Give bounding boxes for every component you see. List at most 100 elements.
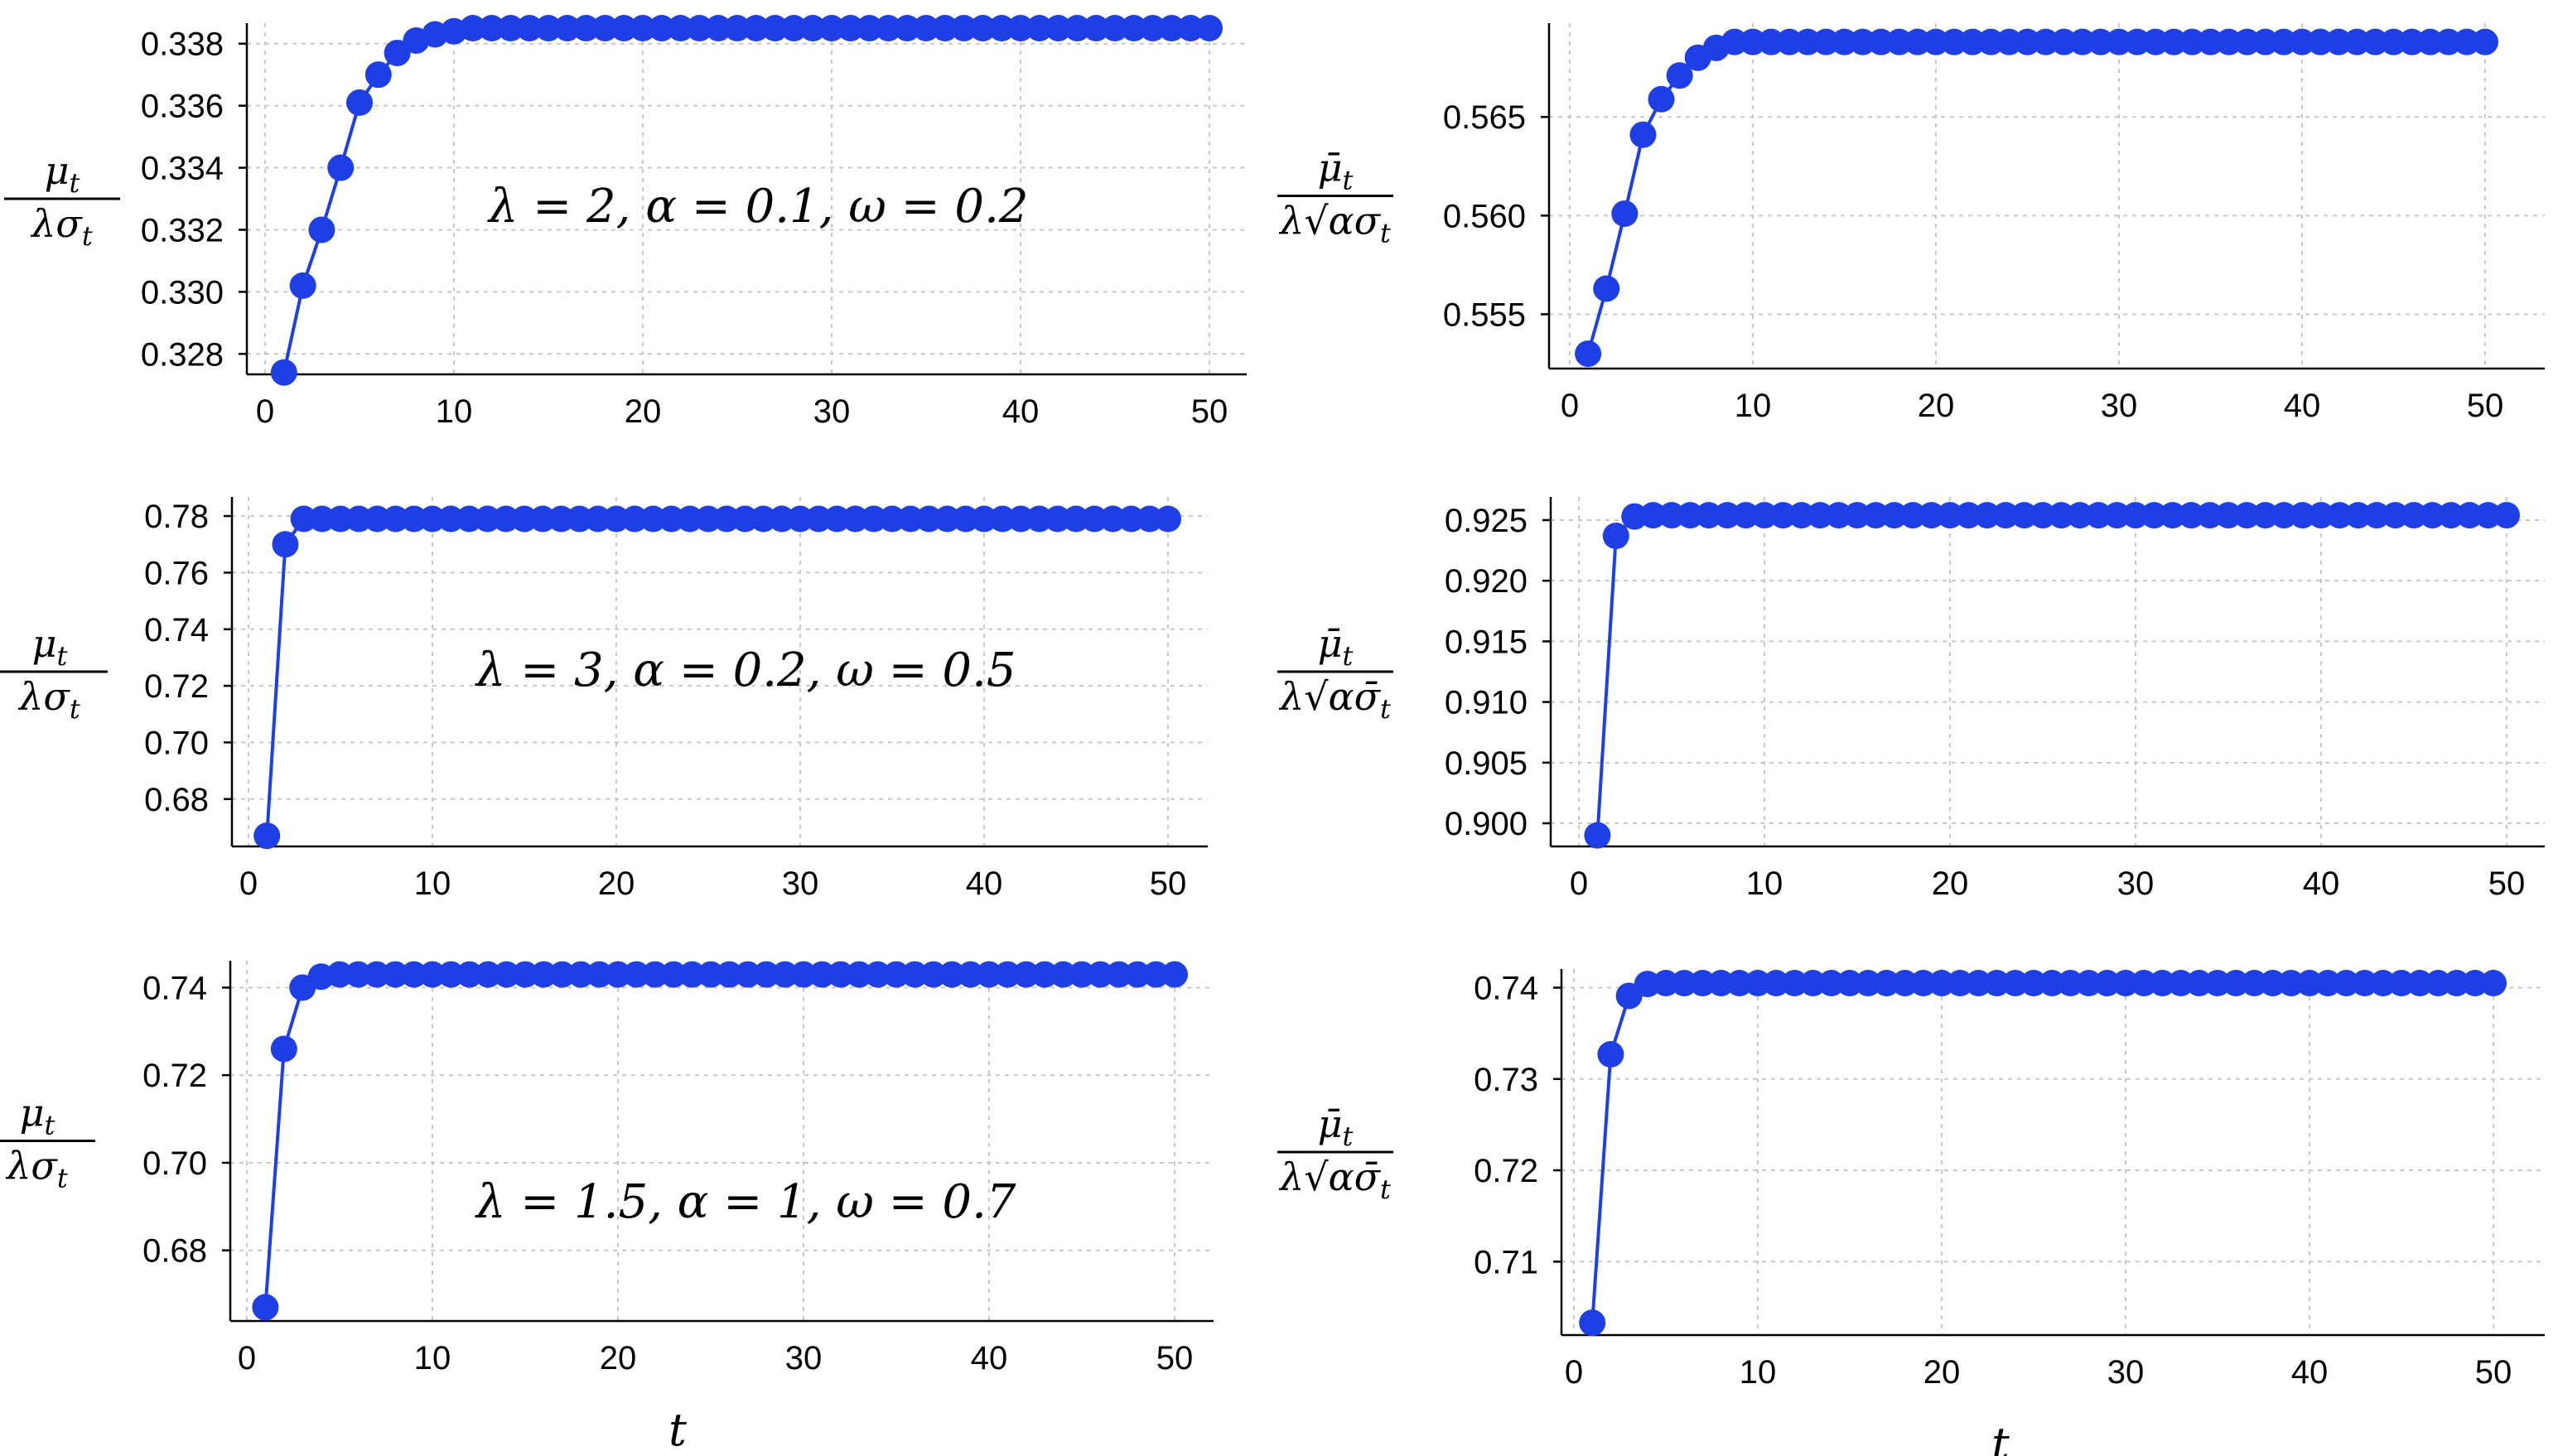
data-point [2277, 970, 2305, 997]
data-point [2204, 970, 2231, 997]
data-point [818, 15, 845, 41]
data-point [734, 961, 761, 988]
data-point [1050, 961, 1077, 988]
data-point [969, 15, 997, 41]
data-point [327, 505, 354, 533]
data-point [2131, 970, 2158, 997]
data-point [2159, 502, 2186, 529]
data-point [382, 961, 409, 988]
data-point [2197, 28, 2224, 55]
data-point [837, 15, 864, 41]
data-point [584, 505, 611, 533]
x-tick-label: 10 [1740, 1354, 1777, 1391]
data-point [1139, 15, 1166, 41]
data-point [1063, 505, 1089, 533]
data-point [2296, 970, 2323, 997]
data-point [994, 961, 1021, 988]
parameter-annotation: λ = 1.5, α = 1, ω = 0.7 [475, 1175, 1016, 1229]
data-point [1941, 28, 1968, 55]
data-point [1069, 961, 1095, 988]
data-point [2030, 502, 2056, 529]
x-tick-label: 0 [256, 393, 274, 430]
data-point [2066, 502, 2093, 529]
data-point [1937, 502, 1963, 529]
data-point [327, 154, 355, 181]
data-point [846, 961, 873, 988]
x-tick-label: 20 [625, 393, 662, 430]
y-tick-label: 0.560 [1443, 198, 1526, 234]
data-point [901, 961, 929, 988]
data-point [1120, 15, 1147, 41]
data-point [2480, 970, 2507, 997]
x-tick-label: 10 [414, 865, 451, 902]
data-point [2215, 502, 2242, 529]
data-point [553, 15, 581, 41]
data-point [894, 15, 921, 41]
y-tick-label: 0.72 [1474, 1153, 1538, 1189]
data-point [1639, 502, 1667, 529]
y-tick-label: 0.72 [142, 1058, 207, 1094]
data-point [827, 961, 854, 988]
data-point [2271, 502, 2298, 529]
data-point [2196, 502, 2223, 529]
data-point [308, 216, 335, 243]
data-point [989, 505, 1016, 533]
data-point [2398, 28, 2425, 55]
data-point [1959, 28, 1986, 55]
data-point [2289, 28, 2315, 55]
data-point [2068, 28, 2096, 55]
data-point [2103, 502, 2131, 529]
data-point [939, 961, 966, 988]
y-label-denominator: λ√ασ̄t [1278, 1155, 1391, 1205]
data-point [364, 61, 392, 89]
data-point [790, 961, 817, 988]
data-point [511, 505, 538, 533]
panel-1: 0 10 20 30 40 50 0.328 0.330 0.332 0.334 0.336 0.33… [4, 15, 1247, 430]
data-point [272, 531, 299, 558]
y-tick-label: 0.76 [144, 555, 209, 591]
data-point [493, 961, 520, 988]
data-point [2456, 502, 2483, 529]
panel-2: 0 10 20 30 40 50 0.555 0.560 0.565 μ̄tλ√ασt [1277, 23, 2545, 424]
data-point [1725, 970, 1753, 997]
data-point [530, 961, 557, 988]
data-point [761, 15, 789, 41]
y-tick-label: 0.332 [141, 212, 224, 248]
data-point [512, 961, 538, 988]
data-point [1611, 200, 1639, 227]
data-point [1629, 121, 1657, 148]
data-point [2416, 28, 2444, 55]
data-point [808, 961, 836, 988]
data-point [2141, 502, 2168, 529]
data-point [1928, 970, 1955, 997]
data-point [566, 505, 593, 533]
data-point [326, 961, 353, 988]
data-point [2435, 28, 2462, 55]
data-point [1918, 502, 1945, 529]
data-point [1973, 502, 2001, 529]
data-point [787, 505, 813, 533]
data-point [1105, 961, 1132, 988]
data-point [1196, 15, 1223, 41]
data-point [971, 505, 997, 533]
parameter-annotation: λ = 2, α = 0.1, ω = 0.2 [487, 180, 1029, 234]
data-point [1653, 970, 1679, 997]
data-point [2215, 28, 2242, 55]
data-point [988, 15, 1016, 41]
x-tick-label: 50 [1150, 865, 1187, 902]
y-tick-label: 0.68 [144, 782, 209, 818]
data-point [492, 505, 519, 533]
data-point [1142, 961, 1170, 988]
data-point [2085, 502, 2112, 529]
data-point [400, 961, 427, 988]
data-point [1099, 505, 1127, 533]
data-point [1584, 822, 1611, 849]
y-label-numerator: μt [20, 1091, 56, 1141]
data-point [474, 505, 501, 533]
data-point [1983, 970, 2010, 997]
data-point [2252, 28, 2279, 55]
data-point [1794, 28, 1822, 55]
data-point [1155, 505, 1181, 533]
x-tick-label: 20 [598, 865, 635, 902]
y-label-numerator: μ̄t [1318, 146, 1354, 196]
